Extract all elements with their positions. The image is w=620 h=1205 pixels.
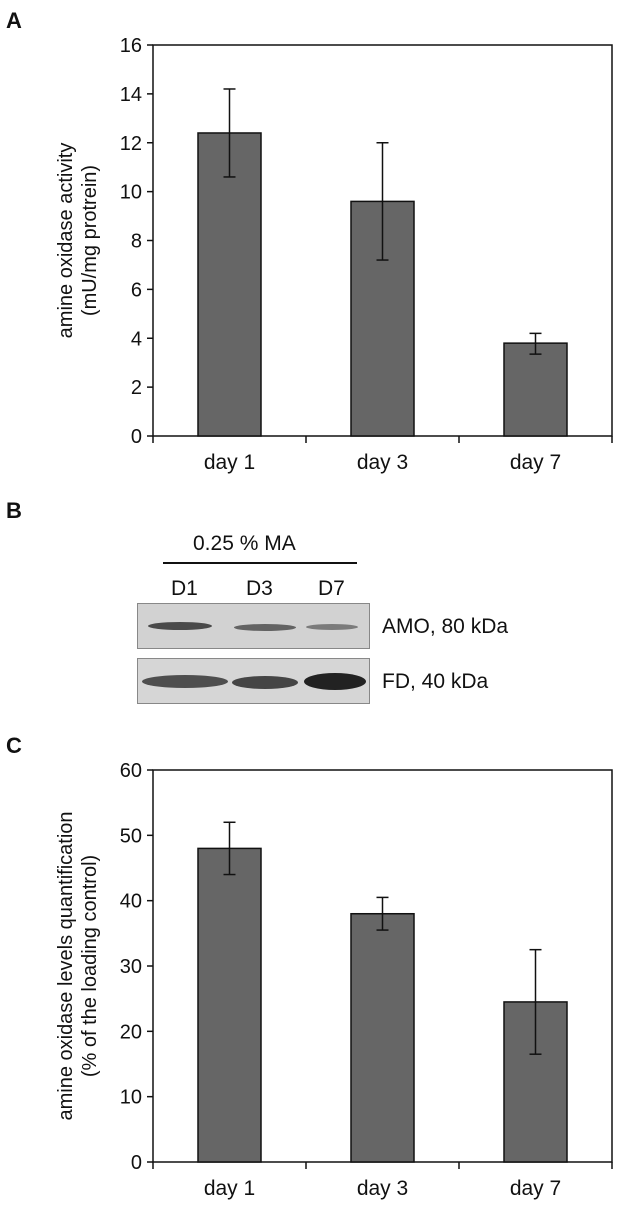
lane-label: D7 (318, 577, 345, 600)
bar (197, 132, 262, 437)
bar (503, 342, 568, 437)
y-axis-title: amine oxidase levels quantification (55, 811, 77, 1120)
blot-row-label: FD, 40 kDa (382, 670, 489, 693)
y-tick-label: 14 (120, 84, 142, 106)
treatment-label: 0.25 % MA (193, 532, 296, 555)
bar (197, 847, 262, 1163)
y-tick-label: 12 (120, 133, 142, 155)
band (232, 676, 298, 689)
lane-label: D3 (246, 577, 273, 600)
x-tick-label: day 7 (510, 451, 561, 474)
y-tick-label: 8 (131, 231, 142, 253)
y-tick-label: 40 (120, 891, 142, 913)
y-tick-label: 50 (120, 825, 142, 847)
y-tick-label: 2 (131, 377, 142, 399)
band (142, 675, 228, 688)
panel-label-b: B (6, 498, 22, 523)
x-tick-label: day 7 (510, 1177, 561, 1200)
y-tick-label: 6 (131, 279, 142, 301)
y-axis-title: (mU/mg protrein) (79, 165, 101, 316)
band (304, 673, 366, 690)
y-tick-label: 0 (131, 1152, 142, 1174)
y-tick-label: 10 (120, 1087, 142, 1109)
y-tick-label: 20 (120, 1021, 142, 1043)
blot-strip-fd (137, 658, 370, 704)
y-axis-title: amine oxidase activity (55, 143, 77, 339)
bar (350, 912, 415, 1163)
lane-label: D1 (171, 577, 198, 600)
panel-label-c: C (6, 733, 22, 758)
treatment-bracket (163, 562, 357, 564)
x-tick-label: day 3 (357, 451, 408, 474)
chart-a: 0 2 4 6 8 10 12 14 16 day 1 day 3 day 7 amine oxidas… (55, 35, 613, 474)
band (234, 624, 296, 631)
x-tick-label: day 1 (204, 1177, 255, 1200)
western-blot: 0.25 % MA D1 D3 D7 AMO, 80 kDa FD, 40 kD… (0, 500, 620, 720)
y-tick-label: 0 (131, 426, 142, 448)
y-tick-label: 30 (120, 956, 142, 978)
y-tick-label: 4 (131, 328, 142, 350)
x-tick-label: day 3 (357, 1177, 408, 1200)
y-tick-label: 60 (120, 760, 142, 782)
x-tick-label: day 1 (204, 451, 255, 474)
chart-c: 0 10 20 30 40 50 60 day 1 day 3 day 7 amine oxidas… (55, 760, 613, 1200)
y-tick-label: 10 (120, 182, 142, 204)
y-tick-label: 16 (120, 35, 142, 57)
blot-strip-amo (137, 603, 370, 649)
panel-label-a: A (6, 8, 22, 33)
band (306, 624, 358, 630)
band (148, 622, 212, 630)
y-axis-title: (% of the loading control) (79, 855, 101, 1077)
blot-row-label: AMO, 80 kDa (382, 615, 509, 638)
